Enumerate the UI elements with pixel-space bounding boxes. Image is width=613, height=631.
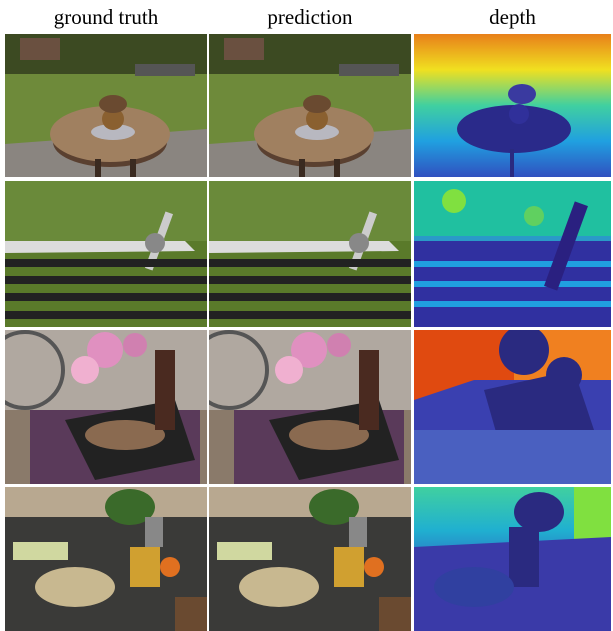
row1-prediction-image	[209, 34, 411, 177]
row3-prediction-image	[209, 330, 411, 484]
row2-depth-map	[414, 181, 611, 327]
row4-depth-map	[414, 487, 611, 631]
row1-ground-truth-image	[5, 34, 207, 177]
column-header-depth: depth	[489, 5, 536, 29]
row3-ground-truth-image	[5, 330, 207, 484]
column-header-ground-truth: ground truth	[53, 5, 159, 29]
row2-prediction-image	[209, 181, 411, 327]
column-header-prediction: prediction	[267, 5, 353, 29]
row3-depth-map	[414, 330, 611, 484]
row4-prediction-image	[209, 487, 411, 631]
row2-ground-truth-image	[5, 181, 207, 327]
row1-depth-map	[414, 34, 611, 177]
row4-ground-truth-image	[5, 487, 207, 631]
